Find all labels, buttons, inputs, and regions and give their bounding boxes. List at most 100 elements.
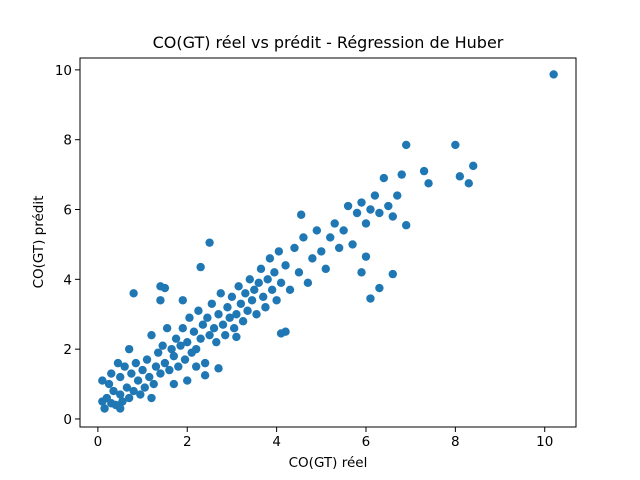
- point: [160, 358, 170, 368]
- x-tick-label: 6: [362, 434, 371, 450]
- point: [334, 243, 344, 253]
- point: [122, 383, 132, 392]
- point: [267, 285, 277, 295]
- point: [348, 240, 357, 249]
- point: [238, 317, 248, 326]
- point: [196, 334, 205, 343]
- point: [129, 386, 138, 396]
- point: [113, 358, 123, 368]
- point: [221, 330, 230, 340]
- point: [178, 324, 187, 333]
- point: [167, 344, 176, 354]
- point: [171, 334, 181, 343]
- y-tick-label: 4: [63, 272, 72, 288]
- point: [191, 344, 201, 354]
- point: [339, 226, 348, 235]
- point: [149, 379, 158, 389]
- point: [98, 376, 107, 385]
- point: [127, 369, 136, 378]
- point: [216, 289, 225, 298]
- point: [379, 173, 389, 183]
- point: [256, 264, 266, 274]
- point: [388, 212, 397, 221]
- point: [276, 278, 286, 288]
- point: [294, 268, 304, 277]
- point: [109, 386, 118, 396]
- x-tick-label: 4: [272, 434, 281, 450]
- point: [183, 337, 192, 347]
- point: [133, 376, 143, 385]
- point: [169, 379, 179, 389]
- point: [234, 282, 243, 291]
- point: [214, 364, 223, 373]
- point: [451, 140, 460, 150]
- point: [153, 348, 163, 357]
- point: [243, 306, 252, 315]
- point: [205, 330, 214, 340]
- point: [317, 247, 326, 256]
- point: [366, 205, 375, 214]
- point: [162, 324, 172, 333]
- x-tick-label: 0: [94, 434, 103, 450]
- point: [285, 285, 295, 295]
- y-tick-label: 8: [63, 133, 72, 149]
- point: [464, 179, 473, 188]
- point: [375, 208, 384, 218]
- point: [178, 296, 187, 305]
- point: [120, 362, 129, 371]
- x-tick-label: 2: [183, 434, 192, 450]
- point: [250, 285, 259, 295]
- point: [116, 390, 125, 399]
- point: [272, 296, 281, 305]
- point: [218, 320, 228, 329]
- point: [145, 372, 154, 382]
- point: [261, 303, 270, 312]
- point: [236, 299, 246, 308]
- point: [375, 283, 384, 293]
- y-tick-label: 6: [63, 203, 72, 219]
- point: [151, 362, 161, 371]
- point: [174, 362, 183, 371]
- point: [129, 289, 138, 298]
- point: [191, 362, 201, 371]
- point: [140, 383, 149, 392]
- point: [225, 313, 234, 322]
- plot-frame: [79, 57, 577, 428]
- point: [384, 201, 393, 211]
- point: [330, 219, 339, 228]
- point: [254, 278, 263, 288]
- point: [312, 226, 322, 235]
- point: [366, 294, 375, 303]
- point: [245, 275, 255, 284]
- point: [176, 341, 185, 350]
- point: [116, 404, 125, 413]
- point: [549, 70, 558, 79]
- point: [343, 201, 353, 211]
- point: [223, 303, 232, 312]
- point: [158, 341, 167, 350]
- point: [321, 264, 330, 274]
- point: [107, 369, 116, 378]
- point: [100, 404, 109, 413]
- point: [270, 268, 279, 277]
- point: [265, 254, 275, 263]
- x-axis-label: CO(GT) réel: [289, 455, 368, 471]
- point: [138, 365, 147, 375]
- point: [290, 243, 299, 253]
- point: [205, 238, 214, 247]
- point: [263, 275, 272, 284]
- x-tick-label: 8: [451, 434, 460, 450]
- y-tick-label: 0: [63, 412, 72, 428]
- point: [370, 191, 380, 200]
- point: [212, 337, 221, 347]
- point: [209, 324, 219, 333]
- point: [165, 365, 174, 375]
- point: [131, 358, 141, 368]
- point: [136, 390, 145, 399]
- point: [207, 299, 217, 308]
- point: [247, 296, 257, 305]
- point: [200, 371, 210, 380]
- point: [200, 358, 210, 368]
- point: [326, 233, 335, 242]
